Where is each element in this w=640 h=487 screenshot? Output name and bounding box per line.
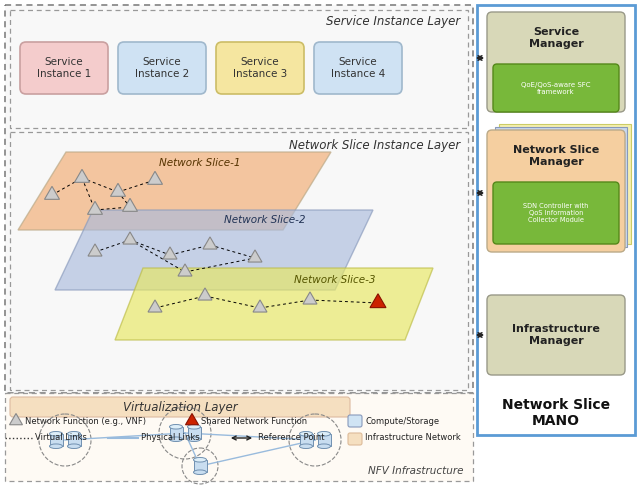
Text: Service Instance Layer: Service Instance Layer [326,16,460,29]
Ellipse shape [188,437,200,442]
Ellipse shape [300,431,312,436]
Ellipse shape [49,444,63,449]
Polygon shape [303,292,317,304]
Text: Network Slice Instance Layer: Network Slice Instance Layer [289,138,460,151]
Bar [49,434,63,446]
FancyBboxPatch shape [216,42,304,94]
Text: Network Function (e.g., VNF): Network Function (e.g., VNF) [25,416,146,426]
Polygon shape [55,210,373,290]
Bar [67,434,81,446]
Text: Infrastructure Network: Infrastructure Network [365,433,461,443]
Text: Network Slice
Manager: Network Slice Manager [513,145,599,167]
Bar [495,127,627,247]
Text: Network Slice-3: Network Slice-3 [294,275,376,285]
Bar [170,427,182,439]
Ellipse shape [317,431,330,436]
Text: Service
Manager: Service Manager [529,27,584,49]
Bar [10,10,468,128]
Text: Virtual Links: Virtual Links [35,433,87,443]
FancyBboxPatch shape [487,295,625,375]
Polygon shape [123,232,137,244]
Polygon shape [10,413,22,425]
Bar [300,434,312,446]
Text: SDN Controller with
QoS Information
Collector Module: SDN Controller with QoS Information Coll… [524,203,589,223]
FancyBboxPatch shape [487,12,625,112]
Ellipse shape [67,431,81,436]
Ellipse shape [193,470,207,474]
Text: Network Slice-2: Network Slice-2 [224,215,306,225]
FancyBboxPatch shape [20,42,108,94]
Polygon shape [88,201,102,214]
Polygon shape [253,300,267,312]
Text: Service
Instance 1: Service Instance 1 [37,57,91,79]
FancyBboxPatch shape [487,130,625,252]
Polygon shape [203,237,217,249]
Polygon shape [248,250,262,262]
Polygon shape [111,183,125,196]
Bar [499,124,631,244]
FancyBboxPatch shape [348,433,362,445]
Text: QoE/QoS-aware SFC
framework: QoE/QoS-aware SFC framework [521,81,591,94]
Ellipse shape [170,425,182,429]
FancyBboxPatch shape [348,415,362,427]
Text: Compute/Storage: Compute/Storage [365,416,439,426]
Text: Shared Network Function: Shared Network Function [201,416,307,426]
Polygon shape [74,169,90,182]
Polygon shape [147,171,163,185]
Polygon shape [88,244,102,256]
Text: Infrastructure
Manager: Infrastructure Manager [512,324,600,346]
Polygon shape [163,247,177,259]
Polygon shape [148,300,162,312]
Ellipse shape [49,431,63,436]
Text: Service
Instance 2: Service Instance 2 [135,57,189,79]
Text: NFV Infrastructure: NFV Infrastructure [367,466,463,476]
FancyBboxPatch shape [118,42,206,94]
Ellipse shape [67,444,81,449]
Polygon shape [122,198,138,211]
FancyBboxPatch shape [314,42,402,94]
Text: Network Slice
MANO: Network Slice MANO [502,398,610,428]
Polygon shape [198,288,212,300]
Bar [193,460,207,472]
Text: Network Slice-1: Network Slice-1 [159,158,241,168]
Polygon shape [186,413,198,425]
FancyBboxPatch shape [493,182,619,244]
Text: Physical Links: Physical Links [141,433,200,443]
Ellipse shape [193,457,207,462]
Bar [477,5,635,435]
FancyBboxPatch shape [493,64,619,112]
Polygon shape [178,264,192,276]
Ellipse shape [300,444,312,449]
Polygon shape [370,294,386,308]
Bar [317,434,330,446]
Text: Service
Instance 3: Service Instance 3 [233,57,287,79]
Text: Service
Instance 4: Service Instance 4 [331,57,385,79]
Bar [5,393,473,481]
FancyBboxPatch shape [10,397,350,417]
Bar [5,5,473,393]
Text: Virtualization Layer: Virtualization Layer [123,400,237,413]
Bar [188,427,200,439]
Polygon shape [18,152,331,230]
Text: Reference Point: Reference Point [258,433,324,443]
Ellipse shape [188,425,200,429]
Ellipse shape [170,437,182,442]
Polygon shape [45,187,60,199]
Ellipse shape [317,444,330,449]
Polygon shape [115,268,433,340]
Bar [10,132,468,390]
